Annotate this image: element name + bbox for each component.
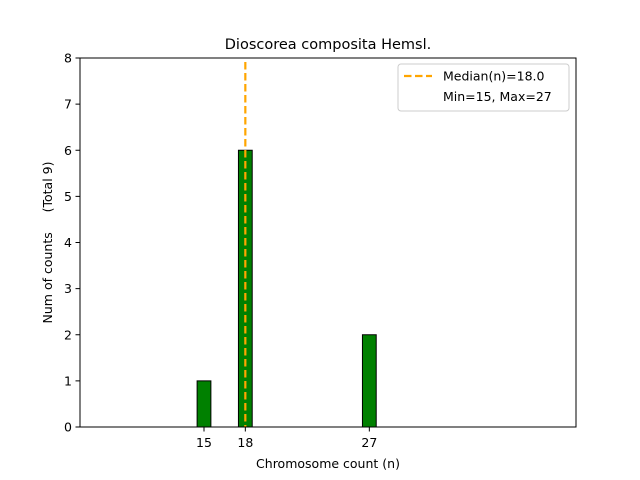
y-tick-label-4: 4	[64, 235, 72, 250]
y-tick-label-5: 5	[64, 189, 72, 204]
bars-group	[80, 149, 418, 428]
chart-title: Dioscorea composita Hemsl.	[225, 37, 431, 53]
histogram-bar-27	[361, 334, 377, 428]
x-tick-label-15: 15	[196, 435, 212, 450]
legend: Median(n)=18.0 Min=15, Max=27	[397, 63, 570, 112]
y-tick-label-6: 6	[64, 143, 72, 158]
y-tick-label-8: 8	[64, 51, 72, 66]
y-tick-label-0: 0	[64, 420, 72, 435]
y-tick-label-1: 1	[64, 373, 72, 388]
y-axis-label: Num of counts (Total 9)	[40, 162, 55, 324]
legend-median-label: Median(n)=18.0	[443, 69, 544, 84]
x-tick-label-18: 18	[237, 435, 253, 450]
y-tick-label-2: 2	[64, 327, 72, 342]
x-axis-label: Chromosome count (n)	[256, 456, 400, 471]
histogram-bar-15	[196, 380, 212, 428]
y-axis-ticks: 0 1 2 3 4 5 6 7 8	[64, 51, 80, 435]
plot-frame	[79, 57, 577, 428]
legend-range-label: Min=15, Max=27	[443, 89, 552, 104]
legend-box	[397, 63, 570, 112]
y-tick-label-7: 7	[64, 97, 72, 112]
y-tick-label-3: 3	[64, 281, 72, 296]
x-tick-label-27: 27	[361, 435, 377, 450]
x-axis-ticks: 15 18 27	[196, 427, 377, 450]
